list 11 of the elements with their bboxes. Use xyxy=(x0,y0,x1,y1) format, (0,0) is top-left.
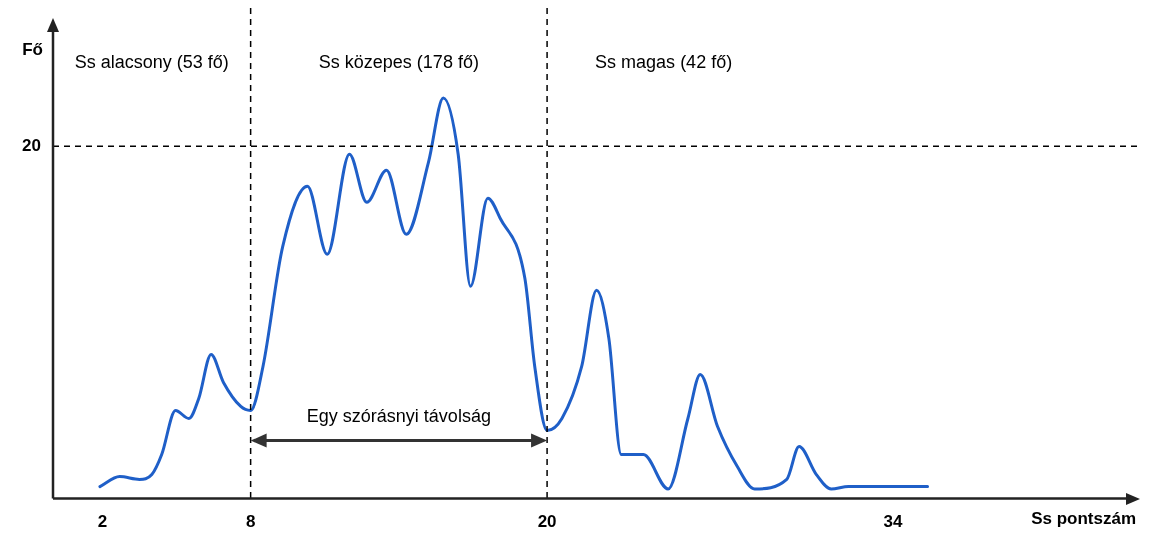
x-tick-label: 2 xyxy=(97,512,108,532)
x-tick-label: 8 xyxy=(245,512,256,532)
x-axis-title: Ss pontszám xyxy=(1031,508,1136,528)
text: Ss magas (42 fő) xyxy=(595,51,733,72)
x-tick-label: 34 xyxy=(883,512,903,532)
annotation: Egy szórásnyi távolság xyxy=(306,405,491,426)
y-axis-title: Fő xyxy=(22,39,43,59)
text: Ss alacsony (53 fő) xyxy=(74,51,229,72)
text: Ss közepes (178 fő) xyxy=(318,51,479,72)
x-tick-label: 20 xyxy=(537,512,557,532)
text: 20 xyxy=(22,135,41,155)
